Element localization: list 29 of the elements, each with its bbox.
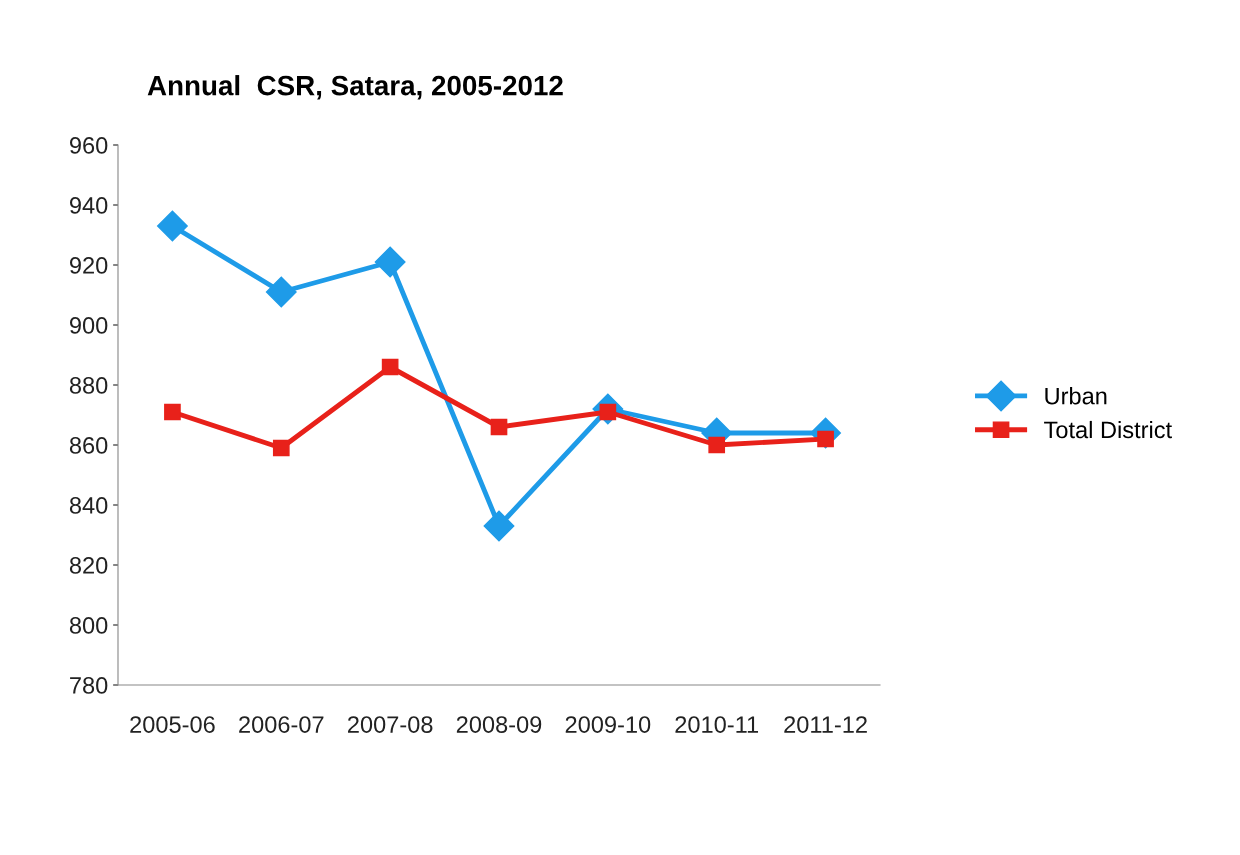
legend-label: Urban [1045,387,1107,405]
point [708,436,726,454]
x-tick-label: 2009-10 [565,716,651,733]
point [272,439,290,457]
x-tick-label: 2005-06 [130,716,215,733]
y-tick-label: 960 [69,137,108,154]
y-tick-label: 780 [70,677,108,694]
y-tick-label: 880 [69,377,108,394]
y-tick-label: 840 [69,497,108,514]
x-tick-label: 2007-08 [348,716,433,733]
y-tick-label: 800 [69,617,108,634]
point [265,276,297,308]
x-tick-label: 2006-07 [239,716,324,733]
y-tick-label: 920 [69,257,108,274]
y-tick-label: 940 [69,197,108,214]
y-tick-label: 820 [69,557,108,574]
point [164,403,181,421]
chart-title: Annual CSR, Satara, 2005-2012 [147,75,563,100]
x-tick-label: 2011-12 [784,716,867,733]
point [374,246,406,278]
point [381,358,399,376]
x-tick-label: 2008-09 [456,716,542,733]
legend-label: Total District [1044,420,1172,439]
x-tick-label: 2010-11 [675,716,759,733]
y-tick-label: 860 [69,437,108,454]
point [490,418,508,436]
y-tick-label: 900 [69,317,108,334]
point [157,210,188,242]
point [483,510,515,542]
